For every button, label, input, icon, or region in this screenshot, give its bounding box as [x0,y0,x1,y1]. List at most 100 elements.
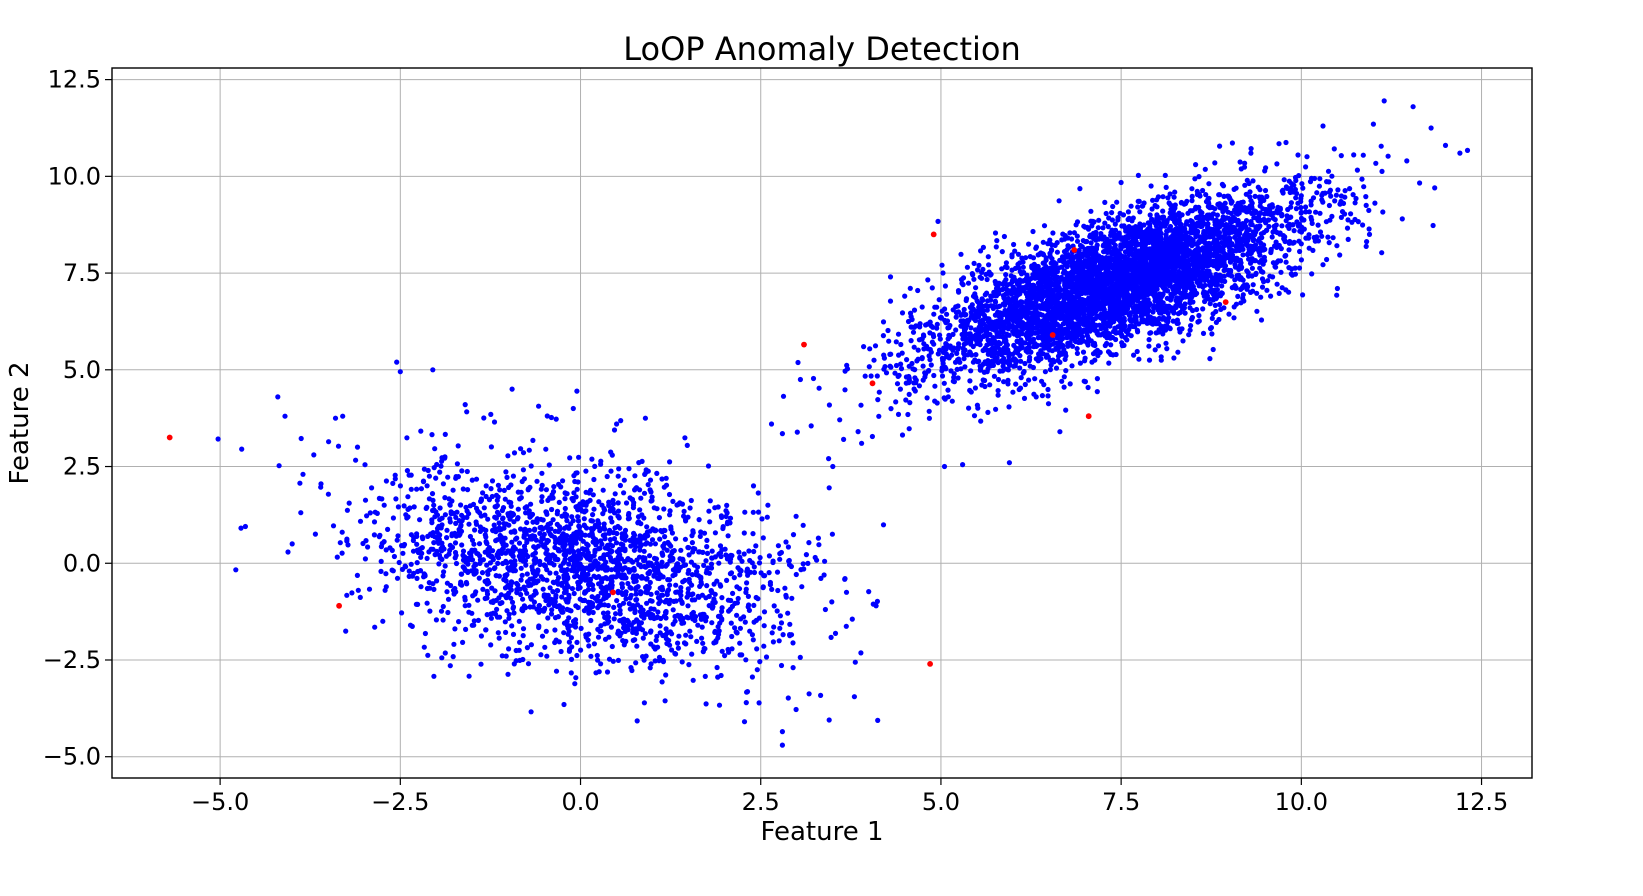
normal-point [664,547,670,553]
normal-point [785,544,792,550]
normal-point [561,572,567,579]
normal-point [541,542,547,549]
normal-point [699,592,706,598]
normal-point [1303,204,1309,210]
normal-point [537,530,543,537]
normal-point [539,526,546,532]
normal-point [861,344,867,350]
normal-point [919,304,925,310]
normal-point [365,544,371,550]
normal-point [648,611,654,617]
normal-point [615,657,622,664]
normal-point [496,635,502,641]
normal-point [662,698,668,704]
normal-point [1373,160,1379,166]
normal-point [756,615,763,621]
normal-point [1277,205,1283,211]
normal-point [785,610,791,616]
normal-point [610,501,617,507]
normal-point [561,548,567,554]
normal-point [729,646,735,652]
normal-point [690,549,696,555]
normal-point [523,527,529,534]
normal-point [477,510,483,516]
normal-point [911,386,917,392]
normal-point [662,534,668,540]
normal-point [623,500,630,506]
normal-point [530,604,536,610]
normal-point [940,270,946,276]
normal-point [367,510,373,516]
normal-point [534,478,540,484]
normal-point [1067,381,1073,387]
normal-point [502,535,508,541]
normal-point [1417,180,1423,186]
normal-point [536,403,542,409]
normal-point [488,642,494,648]
normal-point [714,578,720,584]
normal-point [653,556,660,562]
normal-point [760,584,766,590]
normal-point [617,482,624,489]
normal-point [560,478,566,484]
normal-point [664,589,670,595]
normal-point [660,632,666,639]
normal-point [439,522,445,528]
normal-point [383,571,389,577]
normal-point [502,573,509,580]
normal-point [464,508,470,514]
normal-point [687,579,693,585]
normal-point [929,339,936,345]
normal-point [475,597,481,603]
normal-point [640,607,646,613]
normal-point [463,626,469,633]
normal-point [548,611,555,617]
normal-point [1364,239,1370,245]
normal-point [1274,281,1280,287]
normal-point [586,608,592,614]
normal-point [1030,228,1036,235]
normal-point [475,551,481,557]
normal-point [667,582,673,588]
normal-point [518,565,524,571]
normal-point [489,585,495,591]
normal-point [1355,219,1361,225]
normal-point [728,556,734,562]
normal-point [680,579,686,585]
normal-point [620,542,626,548]
normal-point [607,547,613,553]
normal-point [637,547,643,553]
normal-point [663,672,669,678]
normal-point [459,468,465,474]
normal-point [647,665,653,671]
normal-point [357,518,364,524]
normal-point [453,520,459,527]
normal-point [618,418,624,424]
normal-point [685,586,691,592]
normal-point [1180,338,1186,344]
normal-point [501,525,507,531]
normal-point [481,415,487,421]
normal-point [616,603,623,609]
normal-point [954,366,960,372]
normal-point [608,567,615,573]
normal-point [642,471,648,477]
normal-point [596,581,602,587]
normal-point [524,520,530,526]
normal-point [379,496,385,502]
normal-point [751,564,757,570]
normal-point [780,632,786,638]
normal-point [704,537,710,544]
normal-point [963,297,969,304]
normal-point [454,461,460,467]
normal-point [515,489,521,495]
normal-point [615,628,622,634]
normal-point [414,541,420,547]
normal-point [829,531,836,537]
normal-point [1342,188,1348,194]
normal-point [694,638,700,645]
normal-point [467,533,473,540]
normal-point [605,614,612,620]
normal-point [724,510,730,516]
normal-point [394,537,400,543]
